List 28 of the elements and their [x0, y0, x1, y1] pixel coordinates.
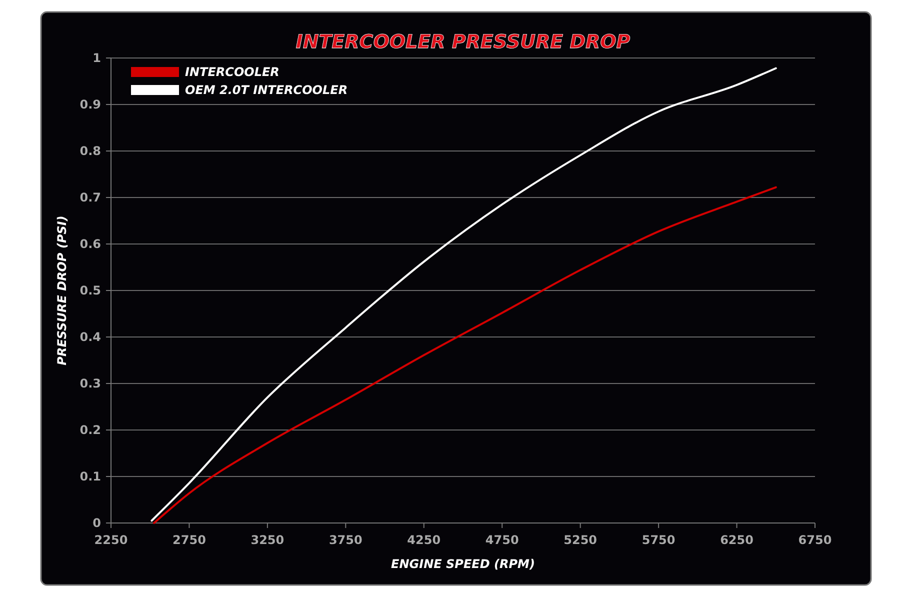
- x-tick-label: 5250: [564, 533, 598, 547]
- y-tick-label: 0.3: [80, 376, 101, 391]
- y-tick-label: 0: [92, 516, 101, 530]
- legend-label: INTERCOOLER: [185, 65, 280, 80]
- line-series: [150, 67, 777, 522]
- y-tick-label: 0.8: [80, 144, 101, 158]
- x-tick-label: 6250: [720, 533, 754, 547]
- x-axis-title: ENGINE SPEED (RPM): [391, 557, 535, 571]
- x-tick-label: 5750: [642, 533, 676, 547]
- y-tick-label: 0.6: [80, 237, 101, 252]
- line-series: [153, 186, 777, 524]
- x-tick-label: 6750: [798, 533, 832, 547]
- x-tick-label: 2250: [94, 533, 128, 547]
- y-tick-label: 1: [92, 51, 101, 66]
- x-tick-label: 3750: [328, 533, 362, 547]
- y-axis-title: PRESSURE DROP (PSI): [55, 216, 69, 366]
- y-tick-label: 0.2: [80, 423, 101, 438]
- y-tick-label: 0.7: [80, 190, 101, 205]
- y-tick-label: 0.5: [80, 284, 101, 298]
- x-tick-label: 4250: [407, 533, 441, 547]
- legend-label: OEM 2.0T INTERCOOLER: [185, 83, 348, 98]
- x-tick-label: 4750: [485, 533, 519, 547]
- y-tick-label: 0.1: [80, 470, 101, 484]
- y-tick-label: 0.4: [80, 330, 101, 344]
- y-tick-label: 0.9: [80, 98, 101, 112]
- x-tick-label: 2750: [172, 533, 206, 547]
- chart-title: INTERCOOLER PRESSURE DROP: [296, 31, 630, 53]
- x-tick-label: 3250: [250, 533, 284, 547]
